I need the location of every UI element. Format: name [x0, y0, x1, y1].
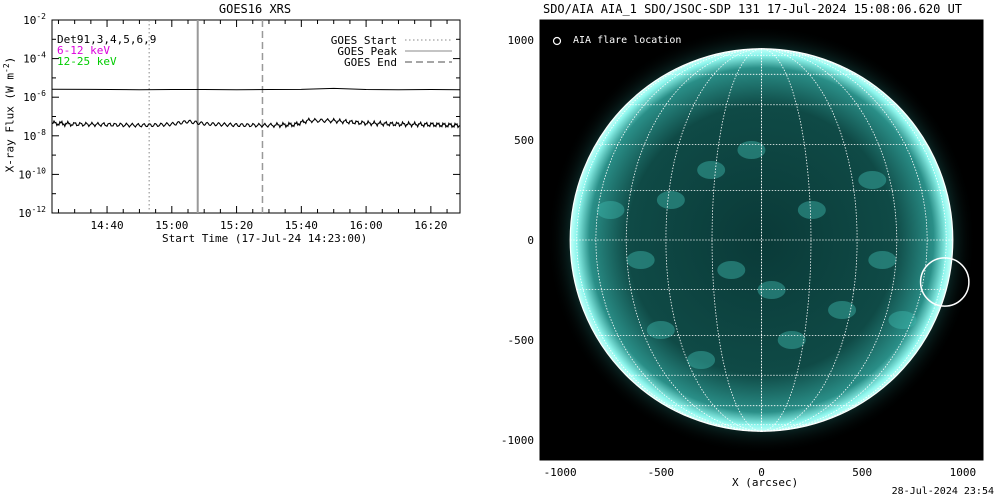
aia-x-tick-label: 500: [852, 466, 872, 479]
aia-longitude-line: [761, 48, 928, 432]
goes-x-tick-label: 16:00: [350, 219, 383, 232]
aia-image-panel: -1000 -500 0 500 1000 1000 500 0 -500 -1000: [501, 19, 984, 479]
aia-longitude-line: [625, 48, 762, 432]
aia-bright-region: [797, 201, 826, 219]
aia-legend-circle-icon: [552, 36, 562, 46]
aia-longitude-line: [711, 48, 762, 432]
aia-axis-ticks: -1000 -500 0 500 1000 1000 500 0 -500 -1000: [501, 34, 976, 479]
aia-bright-region: [868, 251, 897, 269]
goes-axis-ticks: [52, 19, 460, 214]
goes-y-tick-label: 10-8: [23, 128, 46, 143]
goes-y-tick-labels: 10-12 10-10 10-8 10-6 10-4 10-2: [18, 12, 46, 220]
aia-bright-region: [717, 261, 746, 279]
goes-legend-label: GOES Peak: [337, 45, 397, 58]
goes-channel-label: Det91,3,4,5,6,9: [57, 33, 156, 46]
goes-y-tick-label: 10-2: [23, 12, 46, 27]
goes-flux-series: [51, 87, 461, 129]
aia-x-tick-label: -500: [648, 466, 675, 479]
aia-bright-region: [697, 161, 726, 179]
aia-y-tick-label: 0: [527, 234, 534, 247]
goes-y-axis-label-close: ): [3, 56, 17, 64]
goes-y-axis-label-text: X-ray Flux (W m: [3, 72, 17, 173]
aia-longitude-line: [761, 48, 858, 432]
goes-flux-line-high-channel: [51, 87, 461, 91]
aia-bright-region: [646, 321, 675, 339]
goes-x-tick-label: 15:40: [285, 219, 318, 232]
aia-active-regions: [596, 141, 917, 369]
goes-y-axis-label-exponent: -2: [2, 63, 11, 73]
goes-y-tick-label: 10-6: [23, 89, 46, 104]
goes-x-tick-label: 15:00: [155, 219, 188, 232]
aia-longitude-line: [576, 48, 762, 432]
goes-legend-label: GOES End: [344, 56, 397, 69]
aia-bright-region: [828, 301, 857, 319]
goes-legend-label: GOES Start: [331, 34, 397, 47]
aia-annotation-label: AIA flare location: [573, 35, 682, 46]
goes-channel-label: 12-25 keV: [57, 55, 117, 68]
goes-channel-label: 6-12 keV: [57, 44, 110, 57]
goes-x-tick-label: 15:20: [220, 219, 253, 232]
footer-timestamp: 28-Jul-2024 23:54: [891, 486, 994, 497]
aia-heliographic-grid: [570, 48, 953, 432]
aia-longitude-line: [761, 48, 947, 432]
aia-y-tick-label: 1000: [508, 34, 535, 47]
goes-chart-title: GOES16 XRS: [218, 2, 292, 16]
aia-longitude-line: [761, 48, 898, 432]
goes-y-tick-label: 10-12: [18, 205, 46, 220]
goes-xrs-chart: 10-12 10-10 10-8 10-6 10-4 10-2 14:40 15:00 15:…: [18, 12, 461, 232]
goes-x-tick-label: 14:40: [90, 219, 123, 232]
goes-x-tick-labels: 14:40 15:00 15:20 15:40 16:00 16:20: [90, 219, 447, 232]
aia-bright-region: [737, 141, 766, 159]
goes-y-tick-label: 10-4: [23, 51, 46, 66]
aia-x-tick-label: -1000: [544, 466, 577, 479]
aia-bright-region: [858, 171, 887, 189]
aia-bright-region: [687, 351, 716, 369]
aia-x-tick-label: 1000: [950, 466, 977, 479]
aia-limb-outline: [569, 48, 954, 432]
goes-y-axis-label: X-ray Flux (W m-2): [2, 17, 17, 212]
aia-longitude-line: [665, 48, 762, 432]
aia-bright-region: [888, 311, 917, 329]
aia-flare-location-circle: [919, 257, 970, 307]
goes-x-tick-label: 16:20: [414, 219, 447, 232]
aia-bright-region: [757, 281, 786, 299]
aia-longitude-line: [595, 48, 762, 432]
aia-image-title: SDO/AIA AIA_1 SDO/JSOC-SDP 131 17-Jul-20…: [542, 2, 963, 16]
aia-x-axis-label: X (arcsec): [732, 476, 799, 489]
aia-bright-region: [596, 201, 625, 219]
aia-bright-region: [626, 251, 655, 269]
goes-y-tick-label: 10-10: [18, 166, 46, 181]
aia-x-tick-label: 0: [758, 466, 765, 479]
aia-longitude-line: [761, 48, 812, 432]
aia-y-tick-label: -500: [508, 334, 535, 347]
aia-bright-region: [656, 191, 685, 209]
aia-y-tick-label: 500: [514, 134, 534, 147]
goes-x-axis-label: Start Time (17-Jul-24 14:23:00): [162, 232, 368, 245]
aia-bright-region: [777, 331, 806, 349]
goes-event-lines: [148, 20, 264, 213]
goes-flux-line-low-channel: [51, 117, 461, 129]
aia-y-tick-label: -1000: [501, 434, 534, 447]
goes-plot-frame: [51, 19, 461, 214]
